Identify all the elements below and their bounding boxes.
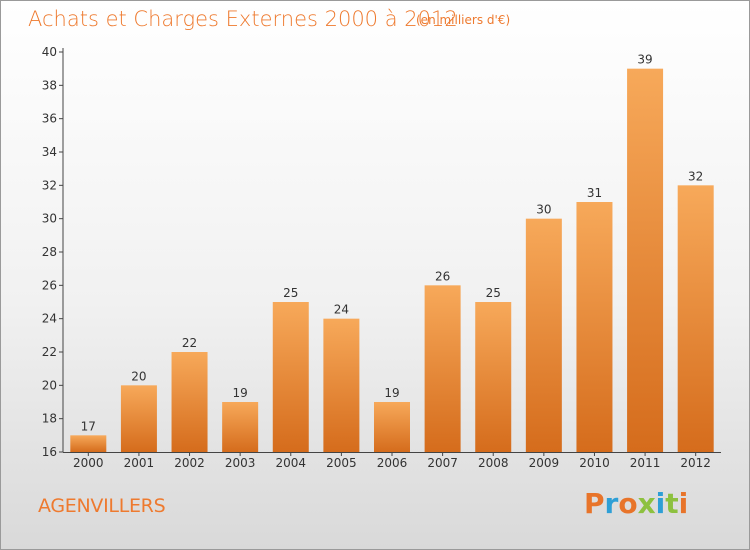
data-label: 20 (131, 369, 146, 383)
bar-2008 (475, 302, 512, 452)
x-tick-label: 2000 (73, 456, 104, 470)
logo-letter: x (637, 487, 656, 520)
x-tick-label: 2004 (275, 456, 306, 470)
bar-2003 (222, 402, 259, 452)
data-label: 19 (384, 386, 399, 400)
x-tick-label: 2003 (225, 456, 256, 470)
x-tick-label: 2005 (326, 456, 357, 470)
y-tick-label: 38 (42, 78, 57, 92)
y-tick-label: 22 (42, 345, 57, 359)
y-tick-label: 18 (42, 412, 57, 426)
bar-2000 (70, 435, 107, 452)
bar-2011 (627, 68, 664, 453)
y-tick-label: 28 (42, 245, 57, 259)
bar-2001 (120, 385, 157, 452)
data-label: 22 (182, 336, 197, 350)
y-tick-label: 24 (42, 312, 57, 326)
y-tick-label: 30 (42, 212, 57, 226)
logo-letter: t (665, 487, 679, 520)
y-tick-label: 40 (42, 45, 57, 59)
logo-letter: P (584, 487, 605, 520)
logo-letter: o (618, 487, 638, 520)
y-tick-label: 32 (42, 178, 57, 192)
x-tick-label: 2006 (377, 456, 408, 470)
x-tick-label: 2007 (427, 456, 458, 470)
data-label: 31 (587, 186, 602, 200)
bar-2006 (374, 402, 410, 452)
y-tick-label: 26 (42, 278, 57, 292)
data-label: 25 (486, 286, 501, 300)
bar-2010 (576, 202, 613, 452)
x-tick-label: 2008 (478, 456, 509, 470)
data-label: 32 (688, 169, 703, 183)
commune-name: AGENVILLERS (38, 495, 166, 517)
x-tick-label: 2001 (124, 456, 155, 470)
logo-letter: r (604, 487, 619, 520)
bar-2005 (323, 318, 360, 452)
bar-2002 (171, 352, 208, 452)
logo-letter: i (655, 487, 666, 520)
x-tick-label: 2012 (680, 456, 711, 470)
y-tick-label: 34 (42, 145, 57, 159)
data-label: 26 (435, 269, 450, 283)
x-tick-label: 2009 (529, 456, 560, 470)
data-label: 19 (233, 386, 248, 400)
data-label: 17 (81, 419, 96, 433)
bar-2012 (677, 185, 714, 453)
y-tick-label: 16 (42, 445, 57, 459)
y-tick-label: 36 (42, 112, 57, 126)
proxiti-logo[interactable]: Proxiti (584, 487, 688, 520)
bar-2007 (424, 285, 461, 452)
y-tick-label: 20 (42, 378, 57, 392)
data-label: 25 (283, 286, 298, 300)
data-label: 30 (536, 203, 551, 217)
logo-letter: i (678, 487, 689, 520)
chart-subtitle: (en milliers d'€) (416, 13, 511, 27)
x-tick-label: 2010 (579, 456, 610, 470)
data-label: 39 (637, 53, 652, 67)
bar-2009 (525, 218, 562, 452)
chart-title: Achats et Charges Externes 2000 à 2012 (28, 7, 458, 31)
data-label: 24 (334, 303, 349, 317)
bar-2004 (272, 302, 309, 452)
x-tick-label: 2011 (630, 456, 661, 470)
x-tick-label: 2002 (174, 456, 205, 470)
